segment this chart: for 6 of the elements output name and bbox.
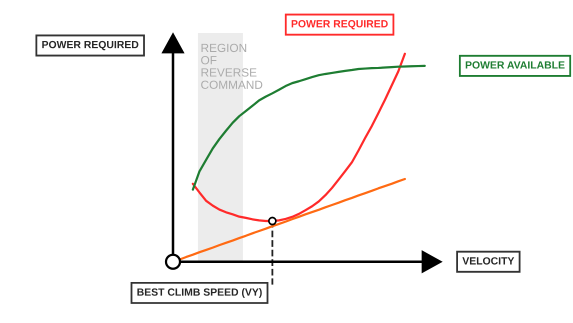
text: POWER AVAILABLE (466, 61, 565, 69)
y-axis-title: POWER REQUIRED (42, 40, 138, 50)
annotation: REGION OF REVERSE COMMAND (201, 44, 262, 89)
x-axis-title: VELOCITY (462, 257, 514, 265)
text: BEST CLIMB SPEED (VY) (137, 288, 262, 298)
text: POWER REQUIRED (292, 20, 388, 30)
